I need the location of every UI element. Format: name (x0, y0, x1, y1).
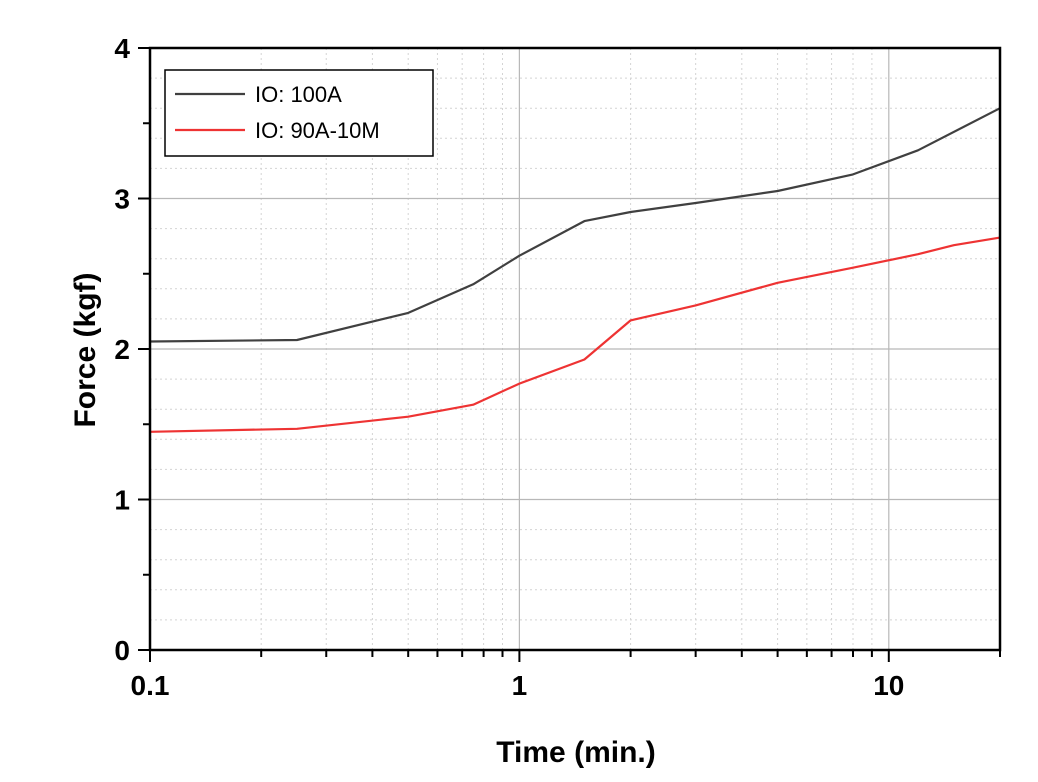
legend-label-1: IO: 100A (255, 82, 342, 107)
ticks: 0.1 1 10 0 1 2 3 4 (114, 33, 1001, 701)
legend: IO: 100A IO: 90A-10M (164, 69, 434, 157)
legend-box (164, 69, 434, 157)
x-tick-label: 10 (873, 670, 904, 701)
y-axis-title: Force (kgf) (69, 272, 102, 427)
x-tick-label: 0.1 (131, 670, 170, 701)
series-lines (149, 107, 1001, 433)
x-axis-title: Time (min.) (496, 736, 655, 769)
legend-label-2: IO: 90A-10M (255, 118, 380, 143)
y-tick-label: 4 (114, 33, 130, 64)
series-line-2 (149, 236, 1001, 433)
y-tick-label: 1 (114, 485, 130, 516)
series-line-1 (149, 107, 1001, 343)
y-tick-label: 3 (114, 184, 130, 215)
y-tick-label: 0 (114, 635, 130, 666)
x-tick-label: 1 (512, 670, 528, 701)
y-tick-label: 2 (114, 334, 130, 365)
